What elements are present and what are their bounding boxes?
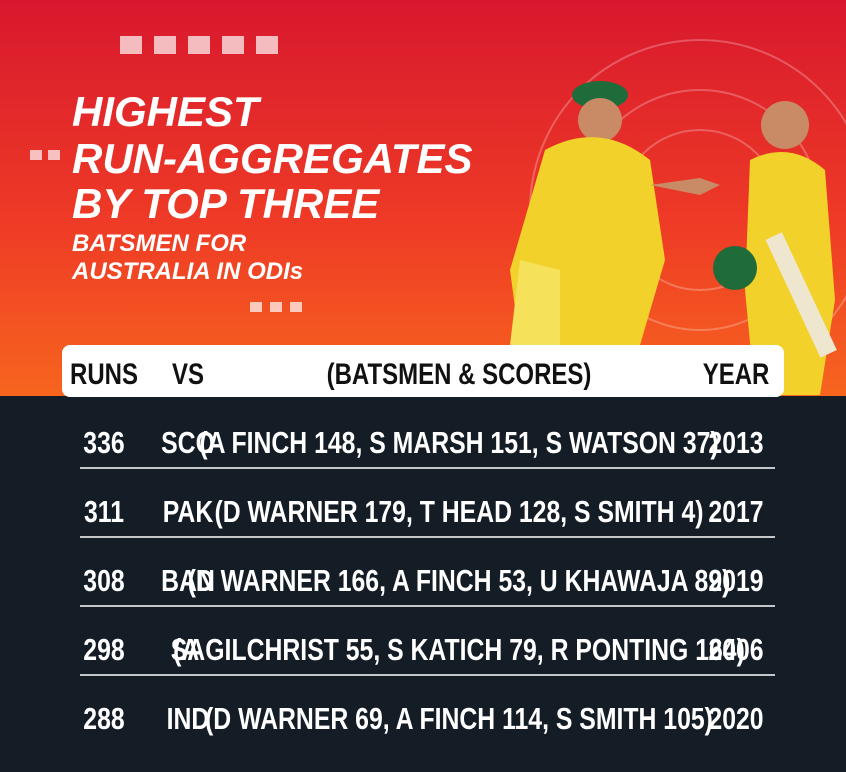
table-cell: IND [167, 701, 210, 735]
table-cell: (D WARNER 179, T HEAD 128, S SMITH 4) [214, 494, 703, 528]
table-cell: 2019 [708, 563, 763, 597]
table-header-bar [62, 345, 784, 397]
table-cell: PAK [163, 494, 214, 528]
table-cell: BAN [161, 563, 215, 597]
title-line: HIGHEST [72, 88, 262, 135]
decor-squares [30, 36, 302, 312]
subtitle-line: AUSTRALIA IN ODIs [71, 258, 303, 285]
table-cell: 2020 [708, 701, 763, 735]
table-cell: (A FINCH 148, S MARSH 151, S WATSON 37) [199, 425, 718, 459]
column-header: VS [172, 356, 204, 390]
title-line: BY TOP THREE [72, 180, 381, 227]
subtitle-line: BATSMEN FOR [72, 230, 247, 257]
table-cell: 336 [83, 425, 124, 459]
column-header: (BATSMEN & SCORES) [327, 356, 592, 390]
table-cell: SCO [161, 425, 215, 459]
table: RUNS VS (BATSMEN & SCORES) YEAR 336 SCO(A FIN… [70, 356, 775, 736]
table-cell: (A GILCHRIST 55, S KATICH 79, R PONTING … [173, 632, 745, 666]
table-cell: SA [171, 632, 205, 666]
table-cell: 311 [84, 494, 124, 528]
table-cell: (D WARNER 69, A FINCH 114, S SMITH 105) [205, 701, 713, 735]
table-cell: 288 [83, 701, 124, 735]
title-line: RUN-AGGREGATES [72, 135, 473, 182]
players-illustration [510, 81, 837, 395]
table-cell: 308 [83, 563, 124, 597]
table-cell: 2013 [708, 425, 763, 459]
column-header: YEAR [703, 356, 770, 390]
column-header: RUNS [70, 356, 138, 390]
table-background [0, 396, 846, 772]
table-cell: 2006 [708, 632, 763, 666]
table-cell: (D WARNER 166, A FINCH 53, U KHAWAJA 89) [188, 563, 731, 597]
table-cell: 298 [83, 632, 124, 666]
banner-background [0, 0, 846, 400]
table-cell: 2017 [708, 494, 763, 528]
